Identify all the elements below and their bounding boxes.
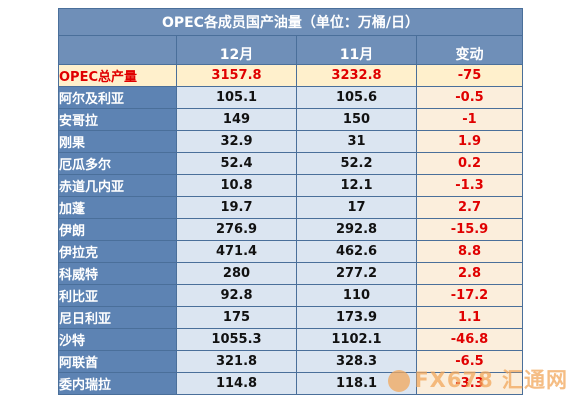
november-value: 277.2 (296, 262, 417, 285)
december-value: 114.8 (176, 372, 297, 395)
december-value: 32.9 (176, 130, 297, 153)
country-name: 阿尔及利亚 (58, 86, 177, 109)
table-title: OPEC各成员国产油量（单位：万桶/日） (58, 8, 523, 36)
change-value: 8.8 (416, 240, 523, 263)
total-change: -75 (416, 64, 523, 87)
december-value: 19.7 (176, 196, 297, 219)
change-value: 0.2 (416, 152, 523, 175)
country-name: 安哥拉 (58, 108, 177, 131)
change-value: -0.5 (416, 86, 523, 109)
country-name: 阿联酋 (58, 350, 177, 373)
table-row: 加蓬 19.7 17 2.7 (58, 196, 523, 219)
header-november: 11月 (296, 35, 417, 65)
change-value: -3.3 (416, 372, 523, 395)
december-value: 52.4 (176, 152, 297, 175)
header-december: 12月 (176, 35, 297, 65)
december-value: 175 (176, 306, 297, 329)
table-row: 厄瓜多尔 52.4 52.2 0.2 (58, 152, 523, 175)
total-name: OPEC总产量 (58, 64, 177, 87)
november-value: 105.6 (296, 86, 417, 109)
november-value: 12.1 (296, 174, 417, 197)
december-value: 280 (176, 262, 297, 285)
country-name: 科威特 (58, 262, 177, 285)
change-value: 2.7 (416, 196, 523, 219)
table-row: 刚果 32.9 31 1.9 (58, 130, 523, 153)
country-rows: 阿尔及利亚 105.1 105.6 -0.5 安哥拉 149 150 -1 刚果 32.9 31 1.… (58, 86, 523, 395)
december-value: 276.9 (176, 218, 297, 241)
november-value: 328.3 (296, 350, 417, 373)
change-value: -1.3 (416, 174, 523, 197)
table-row: 尼日利亚 175 173.9 1.1 (58, 306, 523, 329)
country-name: 委内瑞拉 (58, 372, 177, 395)
november-value: 292.8 (296, 218, 417, 241)
change-value: 2.8 (416, 262, 523, 285)
table-row: 科威特 280 277.2 2.8 (58, 262, 523, 285)
table-row: 伊朗 276.9 292.8 -15.9 (58, 218, 523, 241)
country-name: 伊拉克 (58, 240, 177, 263)
december-value: 10.8 (176, 174, 297, 197)
country-name: 沙特 (58, 328, 177, 351)
change-value: -17.2 (416, 284, 523, 307)
november-value: 462.6 (296, 240, 417, 263)
total-november: 3232.8 (296, 64, 417, 87)
opec-production-table: OPEC各成员国产油量（单位：万桶/日） 12月 11月 变动 OPEC总产量 … (58, 8, 523, 395)
november-value: 1102.1 (296, 328, 417, 351)
november-value: 173.9 (296, 306, 417, 329)
total-december: 3157.8 (176, 64, 297, 87)
header-row: 12月 11月 变动 (58, 35, 523, 65)
november-value: 118.1 (296, 372, 417, 395)
table-row: 伊拉克 471.4 462.6 8.8 (58, 240, 523, 263)
watermark: FX678 汇通网 (388, 364, 568, 394)
table-row: 沙特 1055.3 1102.1 -46.8 (58, 328, 523, 351)
december-value: 471.4 (176, 240, 297, 263)
country-name: 伊朗 (58, 218, 177, 241)
table-row: 利比亚 92.8 110 -17.2 (58, 284, 523, 307)
december-value: 1055.3 (176, 328, 297, 351)
change-value: -1 (416, 108, 523, 131)
table-row: 阿尔及利亚 105.1 105.6 -0.5 (58, 86, 523, 109)
december-value: 321.8 (176, 350, 297, 373)
november-value: 17 (296, 196, 417, 219)
header-name (58, 35, 177, 65)
table-row: 委内瑞拉 114.8 118.1 -3.3 (58, 372, 523, 395)
december-value: 105.1 (176, 86, 297, 109)
change-value: 1.9 (416, 130, 523, 153)
change-value: -15.9 (416, 218, 523, 241)
country-name: 刚果 (58, 130, 177, 153)
november-value: 52.2 (296, 152, 417, 175)
header-change: 变动 (416, 35, 523, 65)
fx678-logo-icon (388, 370, 411, 392)
table-row: 赤道几内亚 10.8 12.1 -1.3 (58, 174, 523, 197)
table-row: 安哥拉 149 150 -1 (58, 108, 523, 131)
total-row: OPEC总产量 3157.8 3232.8 -75 (58, 64, 523, 87)
country-name: 利比亚 (58, 284, 177, 307)
november-value: 110 (296, 284, 417, 307)
december-value: 149 (176, 108, 297, 131)
november-value: 150 (296, 108, 417, 131)
table-row: 阿联酋 321.8 328.3 -6.5 (58, 350, 523, 373)
change-value: -46.8 (416, 328, 523, 351)
change-value: 1.1 (416, 306, 523, 329)
country-name: 加蓬 (58, 196, 177, 219)
country-name: 尼日利亚 (58, 306, 177, 329)
country-name: 厄瓜多尔 (58, 152, 177, 175)
december-value: 92.8 (176, 284, 297, 307)
country-name: 赤道几内亚 (58, 174, 177, 197)
november-value: 31 (296, 130, 417, 153)
watermark-text: FX678 汇通网 (414, 368, 568, 392)
